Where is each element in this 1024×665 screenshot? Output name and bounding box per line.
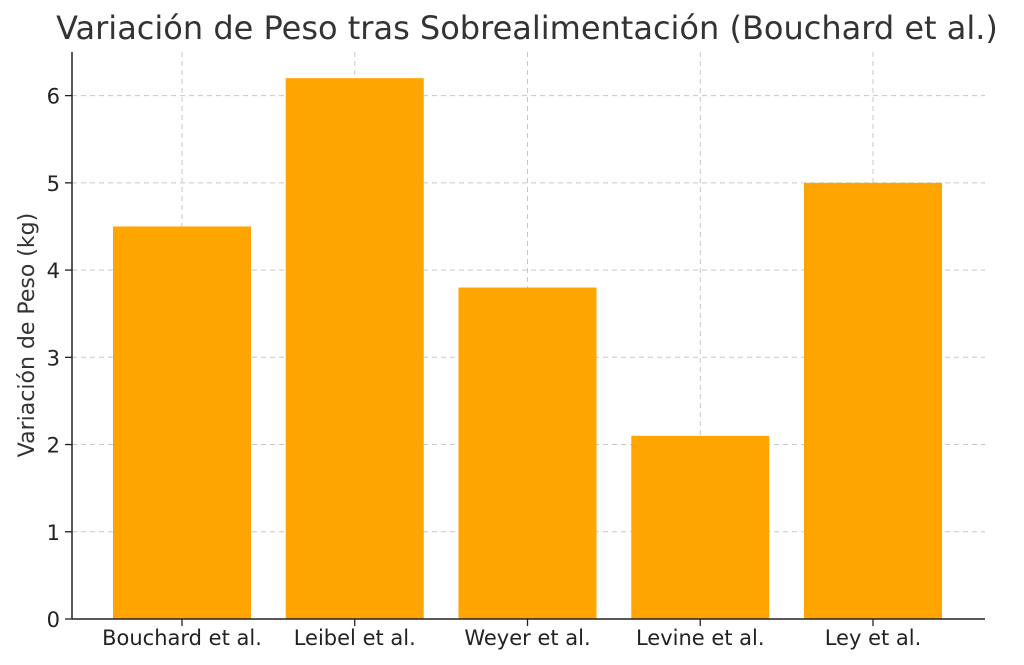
y-tick-label: 4 [47,259,60,283]
x-tick-label: Levine et al. [636,626,765,650]
x-tick-label: Bouchard et al. [102,626,262,650]
y-tick-label: 3 [47,346,60,370]
x-tick-label: Leibel et al. [294,626,416,650]
bar-ley-et-al [804,182,942,619]
chart-title: Variación de Peso tras Sobrealimentación… [56,9,998,47]
bar-levine-et-al [631,435,770,619]
x-tick-label: Ley et al. [825,626,922,650]
y-tick-label: 5 [47,172,60,196]
y-axis-label: Variación de Peso (kg) [15,213,40,457]
bar-bouchard-et-al [113,226,251,619]
bar-layer [113,78,942,619]
bar-weyer-et-al [458,287,597,619]
bar-leibel-et-al [285,78,424,619]
tick-layer: 0 1 2 3 4 5 6 Bouchard et al. Leibel et al. Weyer… [47,85,922,650]
y-tick-label: 2 [47,434,60,458]
y-tick-label: 1 [47,521,60,545]
x-tick-label: Weyer et al. [464,626,590,650]
y-tick-label: 0 [47,608,60,632]
axis-layer [71,52,985,620]
y-tick-label: 6 [47,85,60,109]
